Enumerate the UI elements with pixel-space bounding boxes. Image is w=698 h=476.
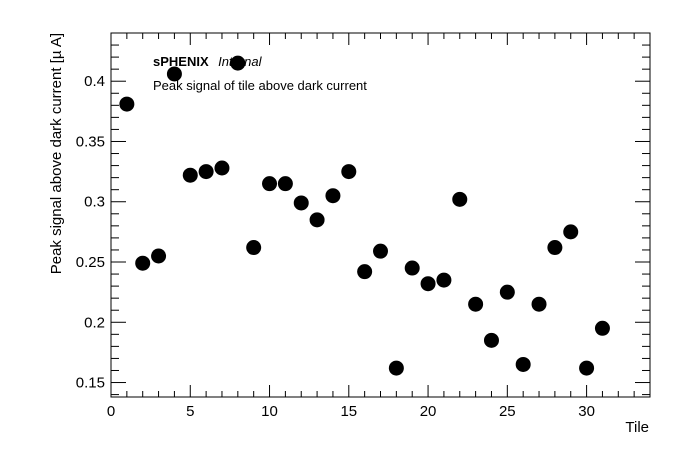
data-point xyxy=(277,176,293,192)
data-point xyxy=(262,176,278,192)
data-point xyxy=(388,360,404,376)
tick-marks xyxy=(110,32,651,397)
data-point xyxy=(436,272,452,288)
data-point xyxy=(404,260,420,276)
data-point xyxy=(547,240,563,256)
status-label: Internal xyxy=(218,54,262,69)
data-point xyxy=(151,248,167,264)
x-tick-label: 30 xyxy=(578,403,595,420)
x-tick-label: 0 xyxy=(107,403,115,420)
data-point xyxy=(452,191,468,207)
data-point xyxy=(483,332,499,348)
data-point xyxy=(420,276,436,292)
y-tick-label: 0.4 xyxy=(84,73,105,90)
y-tick-label: 0.15 xyxy=(76,375,105,392)
data-point xyxy=(594,320,610,336)
data-point xyxy=(325,188,341,204)
data-point xyxy=(515,356,531,372)
y-tick-label: 0.25 xyxy=(76,254,105,271)
data-point xyxy=(357,264,373,280)
y-tick-label: 0.35 xyxy=(76,133,105,150)
x-tick-label: 25 xyxy=(499,403,516,420)
x-tick-label: 10 xyxy=(261,403,278,420)
data-point xyxy=(499,284,515,300)
y-tick-label: 0.2 xyxy=(84,314,105,331)
data-point xyxy=(563,224,579,240)
data-point xyxy=(135,255,151,271)
data-point xyxy=(166,66,182,82)
x-tick-label: 20 xyxy=(420,403,437,420)
data-point xyxy=(309,212,325,228)
data-point xyxy=(182,167,198,183)
experiment-label: sPHENIX Internal xyxy=(153,53,263,70)
data-point xyxy=(579,360,595,376)
data-point xyxy=(214,160,230,176)
description-label: Peak signal of tile above dark current xyxy=(153,78,367,93)
y-axis-title: Peak signal above dark current [µ A] xyxy=(48,33,65,274)
data-point xyxy=(246,240,262,256)
x-axis-title: Tile xyxy=(625,419,649,436)
experiment-name: sPHENIX xyxy=(153,54,209,69)
x-tick-labels: 0 5 10 15 20 25 30 xyxy=(107,403,595,420)
data-point xyxy=(468,296,484,312)
data-point xyxy=(198,164,214,180)
data-point xyxy=(341,164,357,180)
y-tick-labels: 0.15 0.2 0.25 0.3 0.35 0.4 xyxy=(76,73,105,391)
x-tick-label: 5 xyxy=(186,403,194,420)
data-point xyxy=(230,55,246,71)
x-tick-label: 15 xyxy=(340,403,357,420)
data-point xyxy=(373,243,388,259)
data-points xyxy=(119,55,610,376)
data-point xyxy=(293,195,309,211)
y-tick-label: 0.3 xyxy=(84,194,105,211)
data-point xyxy=(119,96,135,112)
data-point xyxy=(531,296,547,312)
